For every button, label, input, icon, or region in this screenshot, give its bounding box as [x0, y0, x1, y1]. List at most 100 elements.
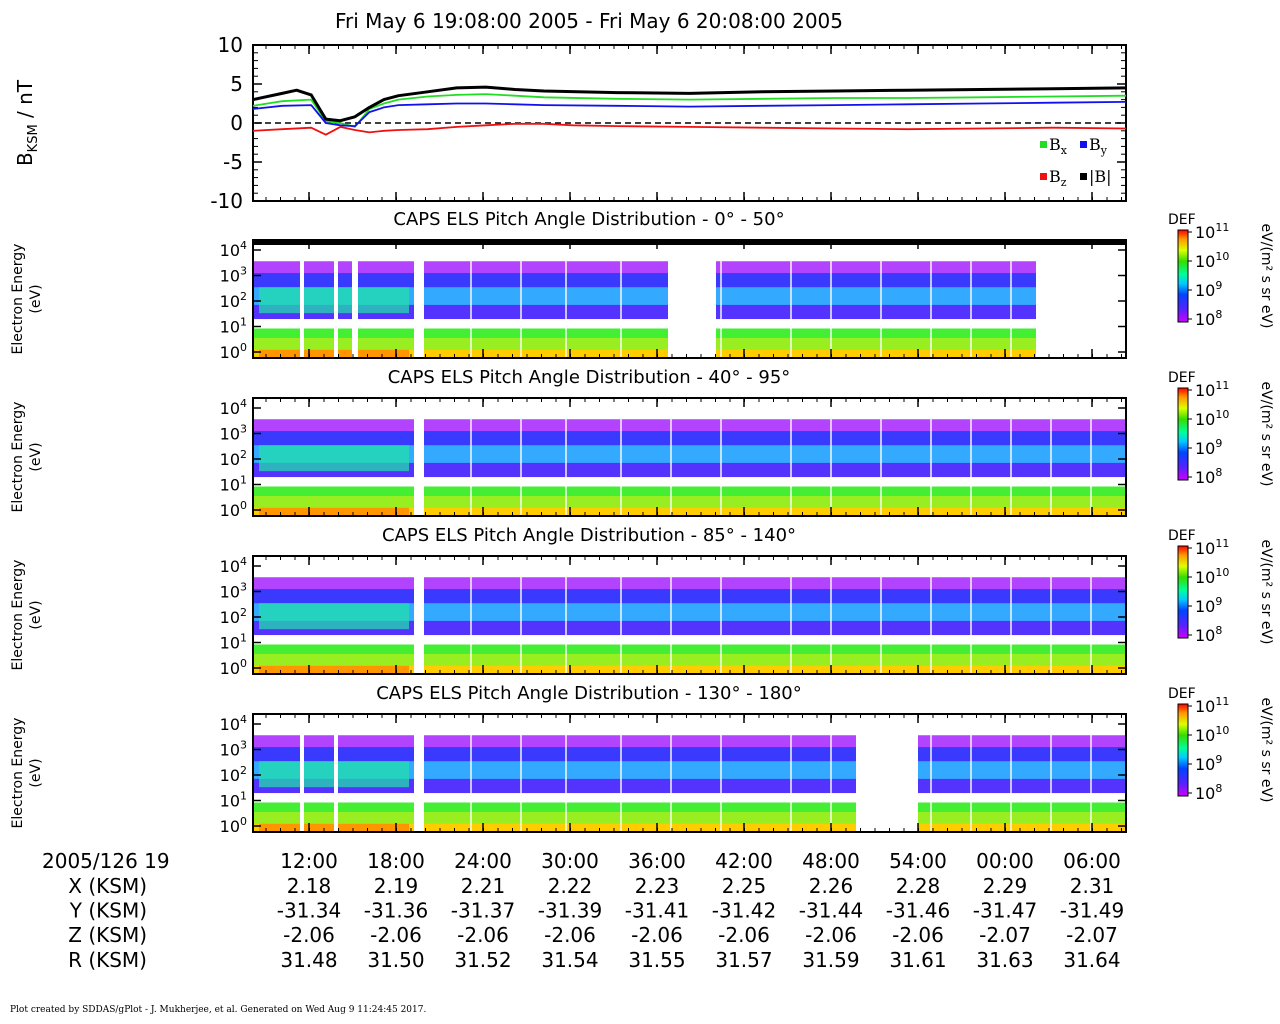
legend-label-sub: y — [1100, 144, 1108, 157]
spectrogram-stripe — [1050, 556, 1052, 674]
spectrogram-ytick-label: 103 — [220, 423, 247, 444]
colorbar-tick-label: 108 — [1195, 466, 1222, 487]
spectrogram-ylabel: Electron Energy (eV) — [10, 560, 44, 671]
colorbar-tick-label: 109 — [1195, 437, 1222, 458]
tick-exponent: 2 — [240, 448, 247, 461]
colorbar-gradient — [1177, 229, 1189, 323]
tick-base: 10 — [1195, 439, 1215, 458]
time-tick-label: 18:00 — [367, 849, 425, 873]
time-tick-label: 00:00 — [976, 849, 1034, 873]
tick-base: 10 — [1195, 626, 1215, 645]
tick-base: 10 — [1195, 726, 1215, 745]
ephemeris-value: -31.39 — [538, 899, 602, 923]
ephemeris-label: Z (KSM) — [68, 923, 147, 947]
spectrogram-frame — [252, 555, 1127, 675]
spectrogram-stripe — [470, 398, 472, 516]
ephemeris-value: 31.54 — [541, 948, 598, 972]
tick-base: 10 — [220, 583, 240, 602]
legend-swatch-bx — [1040, 141, 1047, 148]
ephemeris-label: X (KSM) — [68, 874, 147, 898]
spectrogram-stripe — [720, 240, 722, 358]
series-line-bz — [252, 122, 1127, 136]
tick-base: 10 — [220, 608, 240, 627]
tick-base: 10 — [1195, 539, 1215, 558]
colorbar-label: DEF — [1168, 528, 1196, 544]
spectrogram-ytick-label: 100 — [220, 499, 247, 520]
spectrogram-band — [253, 793, 1126, 803]
ephemeris-value: 2.18 — [287, 874, 332, 898]
tick-base: 10 — [1195, 468, 1215, 487]
legend-label-main: B — [1049, 167, 1061, 186]
ephemeris-value: -2.06 — [370, 923, 422, 947]
spectrogram-stripe — [790, 556, 792, 674]
legend-label-main: |B| — [1089, 167, 1112, 186]
spectrogram-stripe — [470, 714, 472, 832]
spectrogram-stripe — [520, 398, 522, 516]
spectrogram-panel-2: CAPS ELS Pitch Angle Distribution - 40° … — [10, 367, 1274, 520]
spectrogram-ytick-label: 103 — [220, 581, 247, 602]
spectrogram-frame — [252, 713, 1127, 833]
tick-exponent: 3 — [240, 423, 247, 436]
legend-label-btot: |B| — [1089, 167, 1112, 186]
spectrogram-stripe — [830, 714, 832, 832]
spectrogram-stripe — [970, 398, 972, 516]
ephemeris-value: 31.57 — [715, 948, 772, 972]
ephemeris-value: 2.23 — [635, 874, 680, 898]
tick-exponent: 3 — [240, 581, 247, 594]
tick-exponent: 11 — [1215, 379, 1229, 392]
tick-base: 10 — [220, 792, 240, 811]
spectrogram-stripe — [720, 398, 722, 516]
spectrogram-frame — [252, 239, 1127, 359]
spectrogram-stripe — [970, 714, 972, 832]
ephemeris-value: -2.06 — [892, 923, 944, 947]
spectrogram-gap — [856, 714, 918, 832]
ephemeris-value: 2.31 — [1070, 874, 1115, 898]
tick-exponent: 0 — [240, 657, 247, 670]
spectrogram-gap — [414, 398, 424, 516]
colorbar-label: DEF — [1168, 370, 1196, 386]
tick-exponent: 0 — [240, 341, 247, 354]
spectrogram-band — [253, 287, 1036, 306]
mag-ytick-label: 0 — [230, 111, 243, 135]
spectrogram-stripe — [565, 240, 567, 358]
colorbar-unit: eV/(m² s sr eV) — [1258, 382, 1274, 487]
time-tick-label: 54:00 — [889, 849, 947, 873]
ephemeris-label: R (KSM) — [68, 948, 147, 972]
tick-exponent: 10 — [1215, 250, 1229, 263]
series-line-by — [252, 101, 1127, 127]
spectrogram-ytick-label: 101 — [220, 474, 247, 495]
spectrogram-stripe — [1090, 398, 1092, 516]
spectrogram-band — [253, 328, 1036, 339]
spectrogram-ylabel-line2: (eV) — [28, 758, 44, 787]
spectrogram-band — [253, 495, 1126, 509]
tick-exponent: 10 — [1215, 408, 1229, 421]
colorbar-tick-label: 108 — [1195, 782, 1222, 803]
mag-ylabel: BKSM / nT — [13, 79, 41, 166]
spectrogram-stripe — [470, 556, 472, 674]
ephemeris-value: -31.41 — [625, 899, 689, 923]
spectrogram-ylabel-line2: (eV) — [28, 284, 44, 313]
tick-exponent: 0 — [240, 815, 247, 828]
tick-exponent: 4 — [240, 555, 247, 568]
spectrogram-stripe — [620, 240, 622, 358]
spectrogram-stripe — [930, 714, 932, 832]
ephemeris-value: -31.44 — [799, 899, 863, 923]
spectrogram-gap — [300, 714, 304, 832]
ephemeris-value: 2.29 — [983, 874, 1028, 898]
series-line-btot — [252, 85, 1127, 123]
spectrogram-early-low-energy — [259, 665, 409, 674]
spectrogram-title: CAPS ELS Pitch Angle Distribution - 40° … — [388, 367, 791, 388]
colorbar-tick-label: 1010 — [1195, 250, 1229, 271]
spectrogram-stripe — [880, 556, 882, 674]
spectrogram-stripe — [670, 556, 672, 674]
spectrogram-band — [253, 337, 1036, 351]
ephemeris-value: -31.49 — [1060, 899, 1124, 923]
colorbar-unit: eV/(m² s sr eV) — [1258, 698, 1274, 803]
time-tick-label: 48:00 — [802, 849, 860, 873]
tick-base: 10 — [220, 501, 240, 520]
legend-swatch-bz — [1040, 173, 1047, 180]
spectrogram-ytick-label: 104 — [220, 555, 247, 576]
spectrogram-stripe — [565, 398, 567, 516]
